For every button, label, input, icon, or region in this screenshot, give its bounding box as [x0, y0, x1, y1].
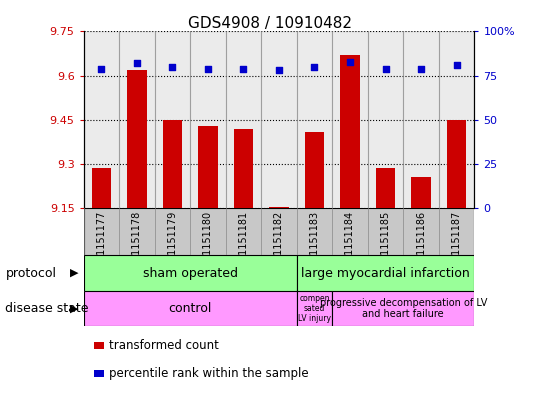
Bar — [376, 169, 395, 208]
Bar — [226, 31, 261, 208]
Text: protocol: protocol — [5, 266, 57, 280]
Point — [168, 64, 177, 70]
Point — [417, 66, 425, 72]
Bar — [127, 70, 147, 208]
Text: transformed count: transformed count — [109, 339, 219, 353]
Point — [310, 64, 319, 70]
Text: disease state: disease state — [5, 302, 89, 315]
Text: GSM1151187: GSM1151187 — [452, 211, 461, 276]
Bar — [198, 126, 218, 208]
Bar — [190, 31, 226, 208]
Bar — [84, 31, 119, 208]
Bar — [368, 31, 403, 208]
Point — [97, 66, 106, 72]
Text: GSM1151185: GSM1151185 — [381, 211, 391, 276]
Bar — [233, 129, 253, 208]
Bar — [305, 132, 324, 208]
Point — [345, 58, 354, 64]
Text: GSM1151180: GSM1151180 — [203, 211, 213, 276]
Bar — [296, 291, 332, 326]
Point — [133, 60, 141, 66]
Text: large myocardial infarction: large myocardial infarction — [301, 266, 470, 280]
Point — [239, 66, 248, 72]
Bar — [403, 31, 439, 208]
Text: GSM1151178: GSM1151178 — [132, 211, 142, 276]
Text: control: control — [168, 302, 212, 315]
Text: GSM1151181: GSM1151181 — [238, 211, 248, 276]
Bar — [340, 55, 360, 208]
Bar — [163, 120, 182, 208]
Bar — [447, 120, 466, 208]
Point — [204, 66, 212, 72]
Text: GDS4908 / 10910482: GDS4908 / 10910482 — [188, 16, 351, 31]
Text: GSM1151186: GSM1151186 — [416, 211, 426, 276]
Point — [452, 62, 461, 68]
Text: GSM1151179: GSM1151179 — [167, 211, 177, 276]
Text: compen
sated
LV injury: compen sated LV injury — [298, 294, 331, 323]
Bar — [332, 31, 368, 208]
Text: GSM1151184: GSM1151184 — [345, 211, 355, 276]
Bar — [439, 31, 474, 208]
Bar — [155, 31, 190, 208]
Point — [275, 67, 284, 73]
Text: percentile rank within the sample: percentile rank within the sample — [109, 367, 309, 380]
Bar — [119, 31, 155, 208]
Bar — [84, 291, 296, 326]
Point — [381, 66, 390, 72]
Text: sham operated: sham operated — [143, 266, 238, 280]
Text: GSM1151177: GSM1151177 — [96, 211, 106, 276]
Bar — [269, 207, 289, 208]
Bar — [261, 31, 296, 208]
Text: GSM1151182: GSM1151182 — [274, 211, 284, 276]
Bar — [332, 291, 474, 326]
Bar — [84, 255, 296, 291]
Text: ▶: ▶ — [70, 303, 78, 314]
Bar — [92, 169, 111, 208]
Text: progressive decompensation of LV
and heart failure: progressive decompensation of LV and hea… — [320, 298, 487, 319]
Bar — [296, 255, 474, 291]
Bar — [296, 31, 332, 208]
Text: GSM1151183: GSM1151183 — [309, 211, 320, 276]
Text: ▶: ▶ — [70, 268, 78, 278]
Bar — [411, 177, 431, 208]
